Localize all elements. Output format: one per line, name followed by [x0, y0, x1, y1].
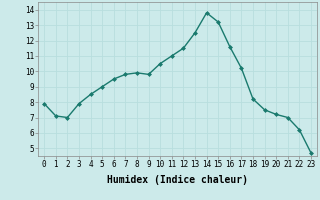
X-axis label: Humidex (Indice chaleur): Humidex (Indice chaleur): [107, 175, 248, 185]
